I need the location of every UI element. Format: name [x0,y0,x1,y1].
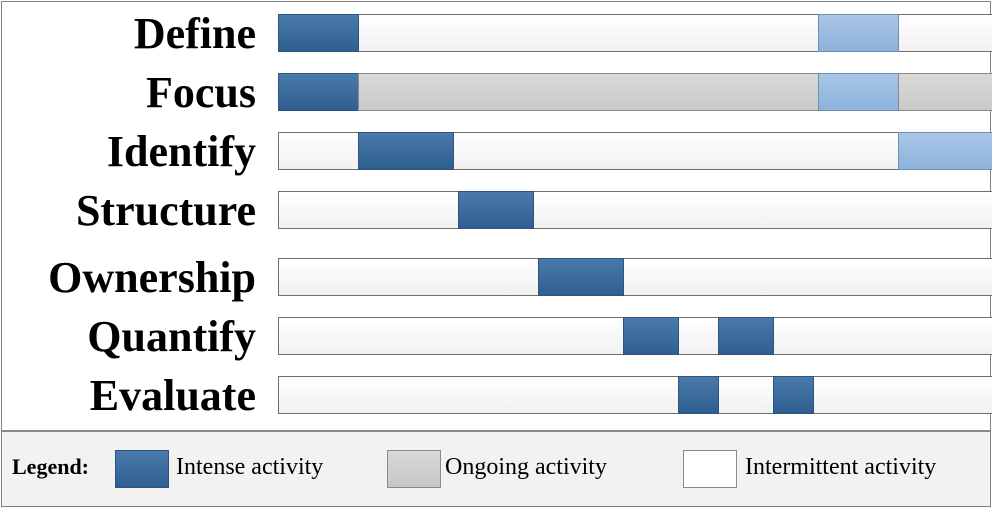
phase-track [278,132,992,170]
phase-label: Structure [75,186,256,235]
activity-segment-intense [773,376,814,414]
activity-segment-intense [538,258,624,296]
activity-segment-intense [278,14,359,52]
activity-segment-intense [623,317,679,355]
phase-label: Define [133,9,256,58]
activity-segment-intense [458,191,534,229]
phase-label: Quantify [87,312,256,361]
activity-segment-ongoing [358,73,819,111]
phase-row-evaluate: Evaluate [0,371,992,420]
activity-segment-light [898,132,992,170]
legend-label-intense: Intense activity [176,454,324,480]
phase-row-focus: Focus [0,68,992,117]
activity-segment-intense [358,132,454,170]
legend-swatch-intense [115,450,169,488]
phase-row-identify: Identify [0,127,992,176]
legend-label-ongoing: Ongoing activity [445,454,607,480]
legend-label-intermittent: Intermittent activity [745,454,937,480]
phase-label: Focus [146,68,256,117]
legend-swatch-intermittent [683,450,737,488]
phase-label: Evaluate [89,371,256,420]
phase-track [278,191,992,229]
phase-track [278,376,992,414]
phase-row-structure: Structure [0,186,992,235]
phase-track [278,14,992,52]
activity-segment-light [818,14,899,52]
phase-row-define: Define [0,9,992,58]
activity-segment-ongoing [898,73,992,111]
legend-title: Legend: [12,454,89,479]
phase-track [278,73,992,111]
phase-timeline: Define Focus Identify Structure Ownershi… [0,9,992,420]
activity-segment-intense [278,73,359,111]
legend: Legend: Intense activity Ongoing activit… [2,430,990,506]
phase-track [278,317,992,355]
phase-label: Identify [106,127,256,176]
phase-track [278,258,992,296]
phase-row-ownership: Ownership [0,253,992,302]
legend-swatch-ongoing [387,450,441,488]
activity-segment-intense [718,317,774,355]
activity-segment-intense [678,376,719,414]
phase-label: Ownership [48,253,256,302]
activity-segment-light [818,73,899,111]
phase-row-quantify: Quantify [0,312,992,361]
